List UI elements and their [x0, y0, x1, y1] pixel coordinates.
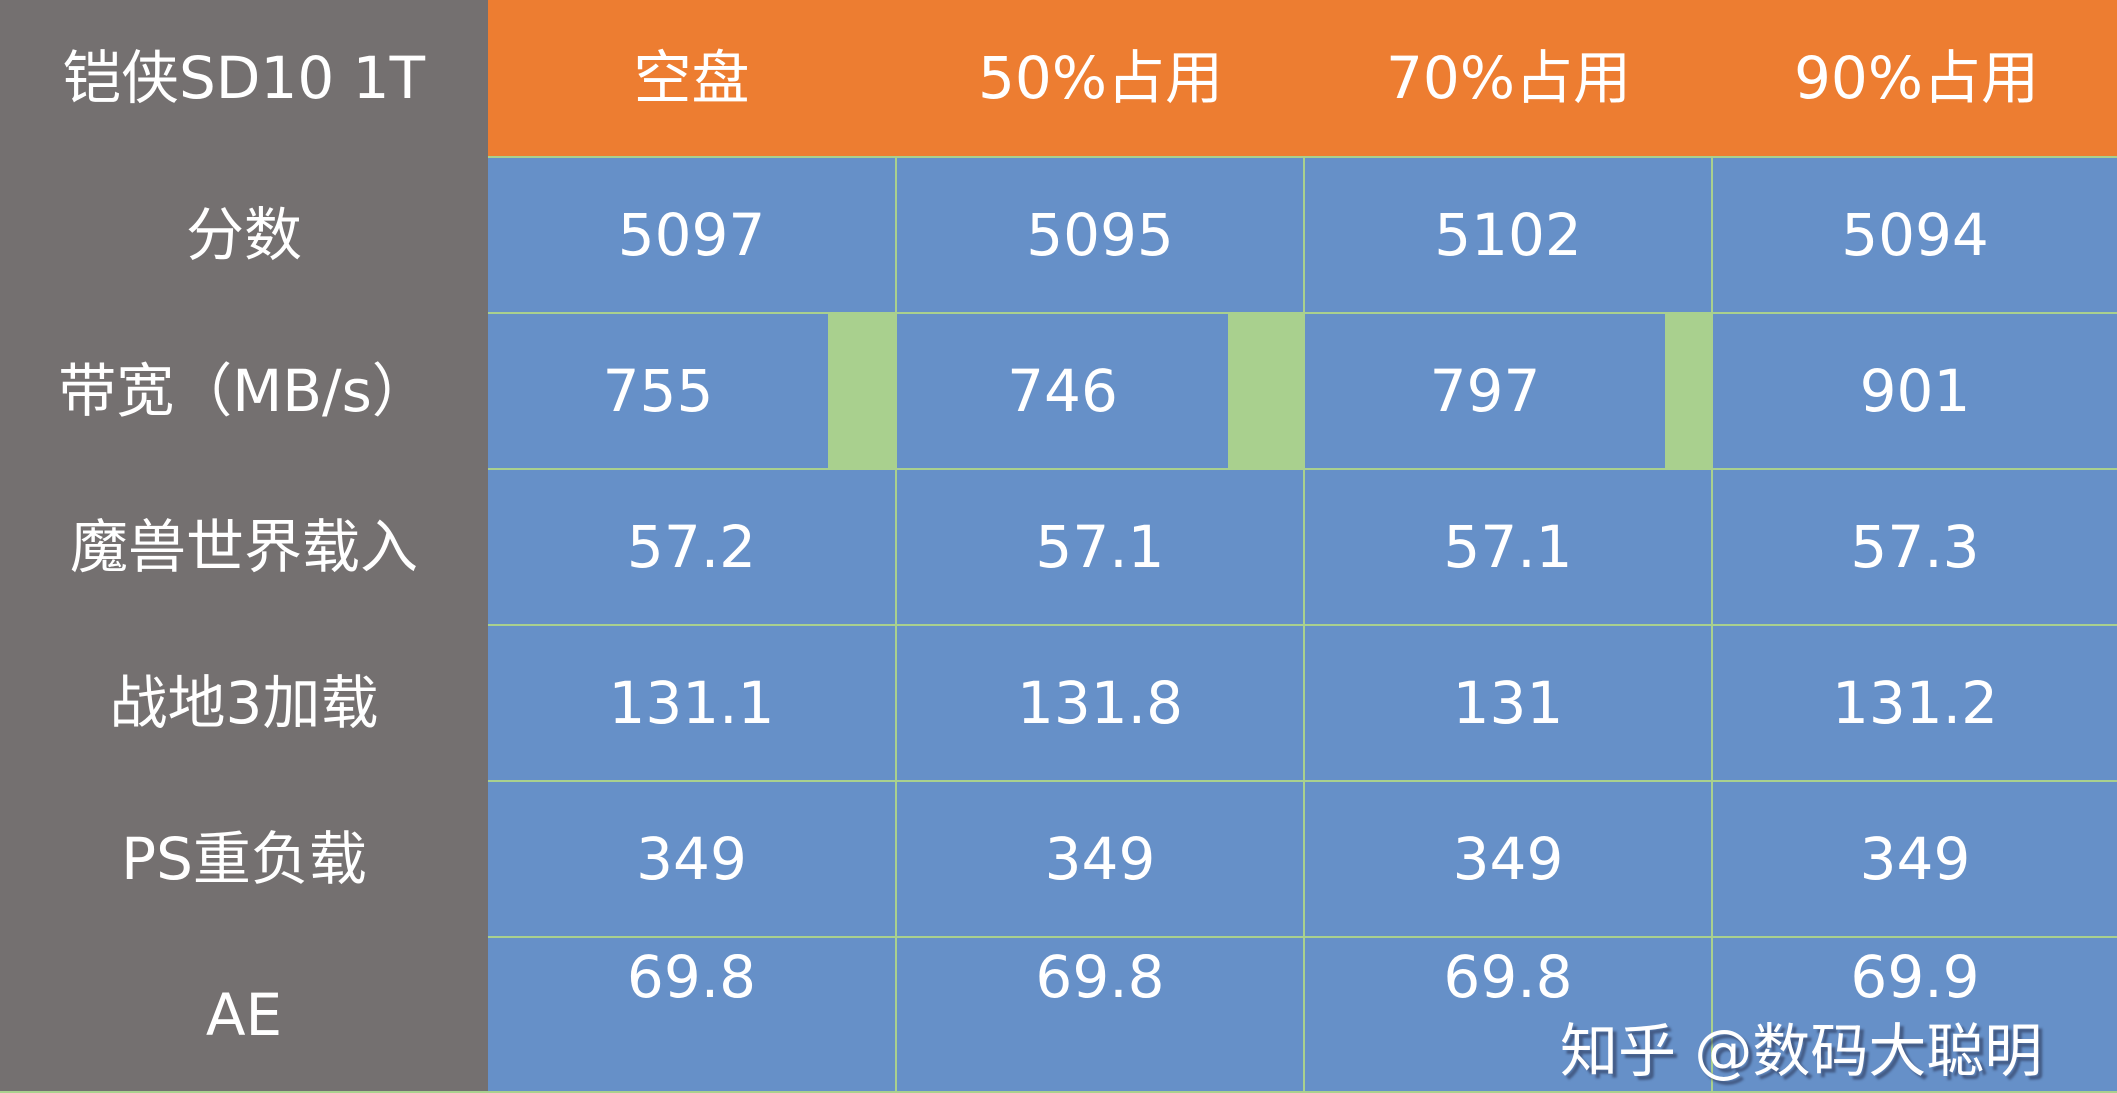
table-cell: 57.1 [897, 470, 1303, 624]
header-row [488, 0, 2117, 156]
table-cell: 131.1 [488, 626, 895, 780]
corner-label: 铠侠SD10 1T [62, 44, 426, 112]
table-cell: 746 [897, 314, 1228, 468]
table-cell: 349 [897, 782, 1303, 936]
column-header: 50%占用 [978, 44, 1223, 112]
table-cell: 755 [488, 314, 828, 468]
table-cell: 69.8 [897, 938, 1303, 1091]
row-label: 战地3加载 [109, 669, 379, 737]
table-cell: 349 [1713, 782, 2117, 936]
table-cell: 5097 [488, 158, 895, 312]
watermark: 知乎 @数码大聪明 [1560, 1017, 2043, 1085]
row-label: AE [205, 981, 283, 1049]
table-cell: 131 [1305, 626, 1711, 780]
table-cell: 797 [1305, 314, 1665, 468]
table-cell: 69.8 [488, 938, 895, 1091]
row-label: PS重负载 [121, 825, 367, 893]
table-cell: 131.2 [1713, 626, 2117, 780]
table-cell: 5102 [1305, 158, 1711, 312]
row-label: 带宽（MB/s） [58, 357, 430, 425]
column-header: 90%占用 [1794, 44, 2039, 112]
table-cell: 57.1 [1305, 470, 1711, 624]
row-label-column [0, 0, 488, 1091]
table-cell: 349 [1305, 782, 1711, 936]
table-cell: 57.3 [1713, 470, 2117, 624]
table-cell: 69.9 [1713, 938, 2117, 1091]
row-label: 魔兽世界载入 [69, 513, 418, 581]
table-cell: 131.8 [897, 626, 1303, 780]
table-cell: 901 [1713, 314, 2117, 468]
table-cell: 57.2 [488, 470, 895, 624]
row-label: 分数 [185, 201, 302, 269]
column-header: 70%占用 [1386, 44, 1631, 112]
table-cell: 69.8 [1305, 938, 1711, 1091]
table-cell: 349 [488, 782, 895, 936]
table-cell: 5095 [897, 158, 1303, 312]
column-header: 空盘 [633, 44, 750, 112]
table-cell: 5094 [1713, 158, 2117, 312]
